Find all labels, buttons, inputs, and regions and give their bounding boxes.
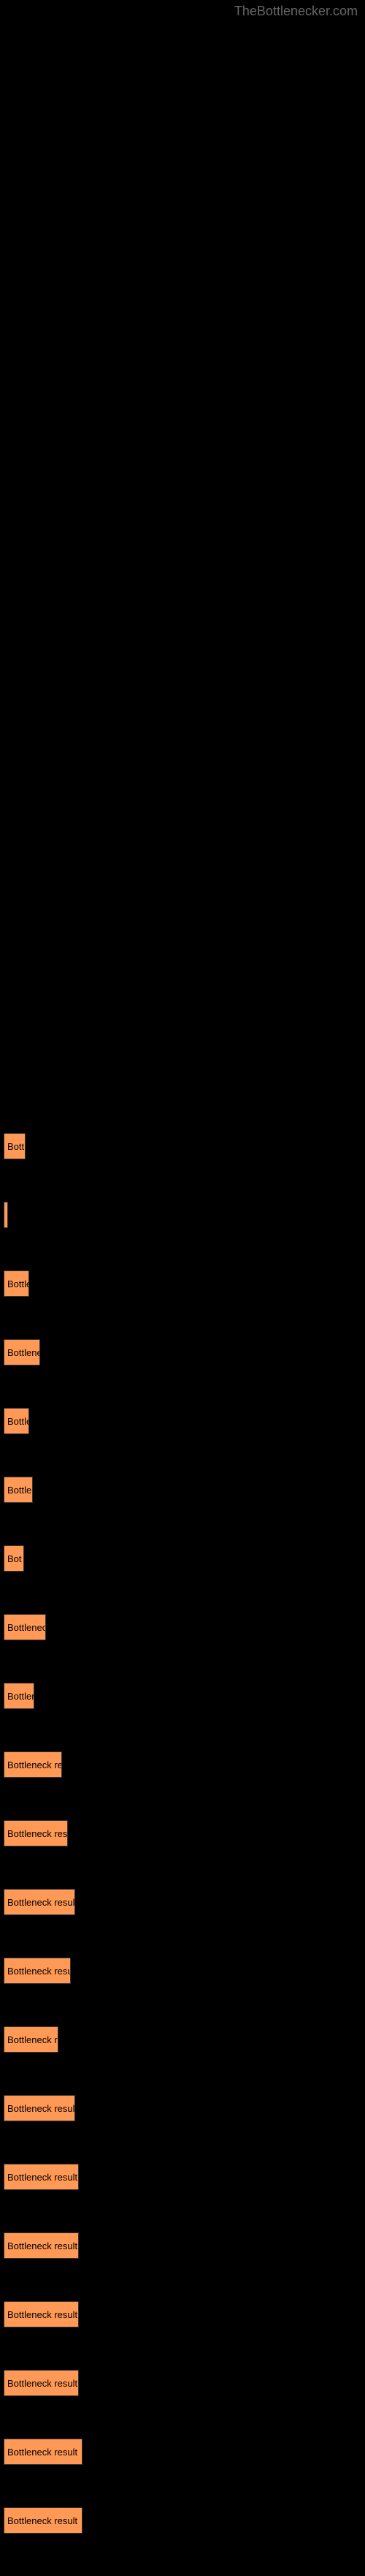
bar: Bottleneck result: [4, 2439, 82, 2465]
bar: Bot: [4, 1545, 24, 1572]
bar: Bottleneck result: [4, 2095, 75, 2121]
bar: Bottleneck result: [4, 2370, 79, 2396]
bar: Bottleneck result: [4, 2301, 79, 2327]
bar-row: Bottleneck result: [4, 2439, 365, 2465]
bar: Bottlenec: [4, 1339, 40, 1365]
bar: Bottleneck resu: [4, 1820, 68, 1846]
bar: Bottleneck result: [4, 2164, 79, 2190]
bar-row: Bottleneck result: [4, 2507, 365, 2534]
bar-row: Bottle: [4, 1270, 365, 1297]
bar: Bottle: [4, 1408, 29, 1434]
bar-row: Bottleneck: [4, 1614, 365, 1640]
bar-row: Bott: [4, 1133, 365, 1159]
bar-row: Bottlenec: [4, 1339, 365, 1365]
bar-row: Bottleneck re: [4, 2026, 365, 2053]
bar-row: Bot: [4, 1545, 365, 1572]
bar: Bottlen: [4, 1477, 33, 1503]
bar: Bottleneck resul: [4, 1958, 71, 1984]
bar-row: Bottler: [4, 1683, 365, 1709]
bar-row: Bottleneck result: [4, 2095, 365, 2121]
bar-row: Bottleneck res: [4, 1751, 365, 1778]
bar-row: Bottlen: [4, 1477, 365, 1503]
bar: Bott: [4, 1133, 26, 1159]
bar-row: Bottleneck result: [4, 2164, 365, 2190]
bar: Bottleneck res: [4, 1751, 62, 1778]
bar-row: Bottleneck result: [4, 2370, 365, 2396]
bar: Bottleneck result: [4, 2232, 79, 2259]
watermark-text: TheBottlenecker.com: [234, 4, 358, 19]
bar: Bottleneck result: [4, 1889, 75, 1915]
bar: Bottleneck result: [4, 2507, 82, 2534]
bar-row: Bottleneck result: [4, 1889, 365, 1915]
bar-row: Bottle: [4, 1408, 365, 1434]
bar-chart: Bott Bottle Bottlenec Bottle Bottlen Bot Bottl…: [0, 0, 365, 2534]
bar-row: Bottleneck result: [4, 2301, 365, 2327]
bar-row: [4, 1202, 365, 1228]
bar: Bottle: [4, 1270, 29, 1297]
bar: [4, 1202, 8, 1228]
bar-row: Bottleneck resu: [4, 1820, 365, 1846]
bar: Bottleneck: [4, 1614, 46, 1640]
bar: Bottleneck re: [4, 2026, 58, 2053]
bar: Bottler: [4, 1683, 34, 1709]
bar-row: Bottleneck resul: [4, 1958, 365, 1984]
bar-row: Bottleneck result: [4, 2232, 365, 2259]
